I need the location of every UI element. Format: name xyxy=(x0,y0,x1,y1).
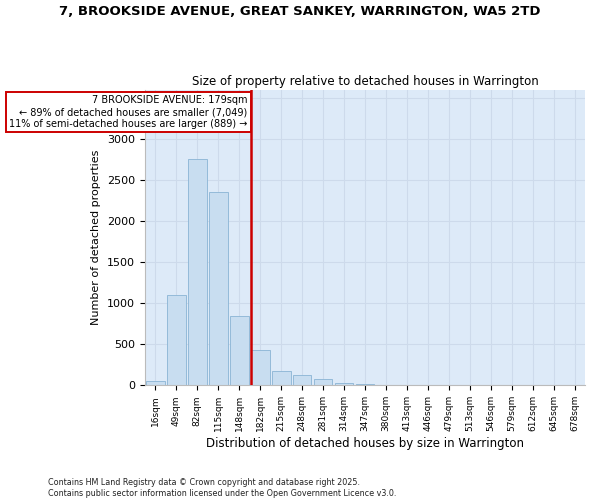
Bar xyxy=(356,384,374,386)
Bar xyxy=(251,350,269,386)
Bar xyxy=(293,375,311,386)
Bar xyxy=(314,379,332,386)
Bar xyxy=(209,192,227,386)
Bar xyxy=(167,295,186,386)
Text: Contains HM Land Registry data © Crown copyright and database right 2025.
Contai: Contains HM Land Registry data © Crown c… xyxy=(48,478,397,498)
Bar xyxy=(188,160,207,386)
Text: 7, BROOKSIDE AVENUE, GREAT SANKEY, WARRINGTON, WA5 2TD: 7, BROOKSIDE AVENUE, GREAT SANKEY, WARRI… xyxy=(59,5,541,18)
Text: 7 BROOKSIDE AVENUE: 179sqm
← 89% of detached houses are smaller (7,049)
11% of s: 7 BROOKSIDE AVENUE: 179sqm ← 89% of deta… xyxy=(9,96,248,128)
Bar xyxy=(376,384,395,386)
Title: Size of property relative to detached houses in Warrington: Size of property relative to detached ho… xyxy=(191,76,538,88)
Y-axis label: Number of detached properties: Number of detached properties xyxy=(91,150,101,325)
Bar xyxy=(335,383,353,386)
X-axis label: Distribution of detached houses by size in Warrington: Distribution of detached houses by size … xyxy=(206,437,524,450)
Bar xyxy=(230,316,248,386)
Bar xyxy=(146,381,165,386)
Bar xyxy=(272,371,290,386)
